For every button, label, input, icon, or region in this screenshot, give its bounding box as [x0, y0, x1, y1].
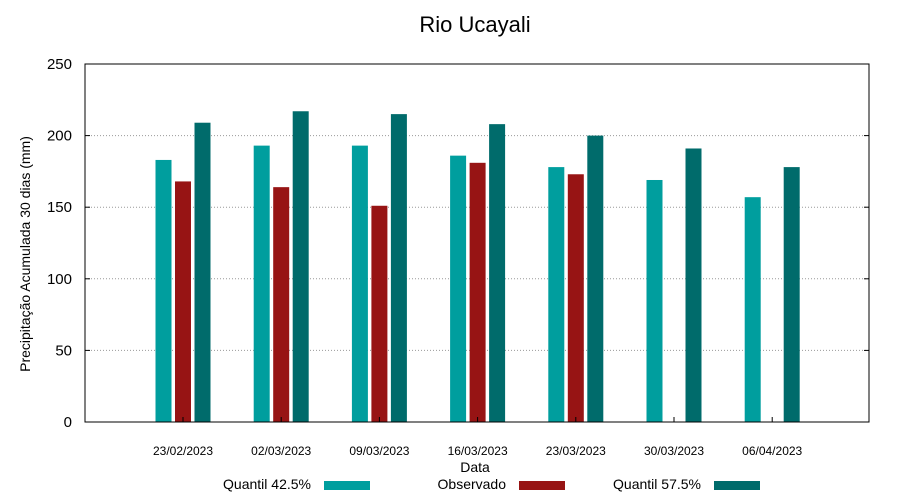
x-tick-label: 30/03/2023: [644, 444, 704, 458]
y-axis-label: Precipitação Acumulada 30 dias (mm): [17, 136, 33, 372]
x-tick-label: 02/03/2023: [251, 444, 311, 458]
y-tick-label: 150: [47, 199, 72, 216]
y-tick-label: 250: [47, 56, 72, 73]
bar-3: [783, 167, 800, 422]
bar-3: [685, 148, 702, 422]
x-tick-label: 09/03/2023: [349, 444, 409, 458]
chart-title: Rio Ucayali: [419, 12, 530, 37]
bar-1: [351, 145, 368, 422]
x-axis-ticks: 23/02/2023 02/03/2023 09/03/2023 16/03/2023…: [153, 417, 803, 458]
y-axis-ticks: 0 50 100 150 200 250: [47, 56, 869, 431]
bar-2: [567, 174, 584, 422]
bar-1: [744, 197, 761, 422]
legend-swatch: [714, 481, 760, 490]
x-tick-label: 23/02/2023: [153, 444, 213, 458]
legend-label: Quantil 42.5%: [223, 476, 311, 492]
x-axis-label: Data: [460, 459, 490, 475]
bar-3: [489, 124, 506, 423]
bar-3: [587, 135, 604, 422]
bars: [155, 111, 800, 423]
legend-item: Quantil 42.5%: [223, 476, 370, 492]
bar-2: [371, 205, 388, 422]
bar-2: [469, 162, 486, 423]
x-tick-label: 16/03/2023: [448, 444, 508, 458]
y-tick-label: 100: [47, 271, 72, 288]
bar-3: [292, 111, 309, 423]
legend-label: Observado: [438, 476, 507, 492]
bar-1: [450, 155, 467, 422]
legend-item: Observado: [438, 476, 565, 492]
legend-swatch: [519, 481, 565, 490]
legend-label: Quantil 57.5%: [613, 476, 701, 492]
bar-1: [155, 159, 172, 422]
legend: Quantil 42.5% Observado Quantil 57.5%: [223, 476, 760, 492]
y-tick-label: 200: [47, 128, 72, 145]
x-tick-label: 23/03/2023: [546, 444, 606, 458]
bar-3: [390, 114, 407, 423]
bar-1: [548, 167, 565, 422]
legend-swatch: [324, 481, 370, 490]
x-tick-label: 06/04/2023: [742, 444, 802, 458]
bar-1: [646, 179, 663, 422]
bar-3: [194, 122, 211, 422]
plot-frame: [84, 63, 870, 423]
y-tick-label: 0: [64, 414, 72, 431]
bar-1: [253, 145, 270, 422]
bar-2: [175, 181, 191, 422]
bar-2: [273, 187, 290, 422]
y-tick-label: 50: [55, 342, 72, 359]
legend-item: Quantil 57.5%: [613, 476, 760, 492]
